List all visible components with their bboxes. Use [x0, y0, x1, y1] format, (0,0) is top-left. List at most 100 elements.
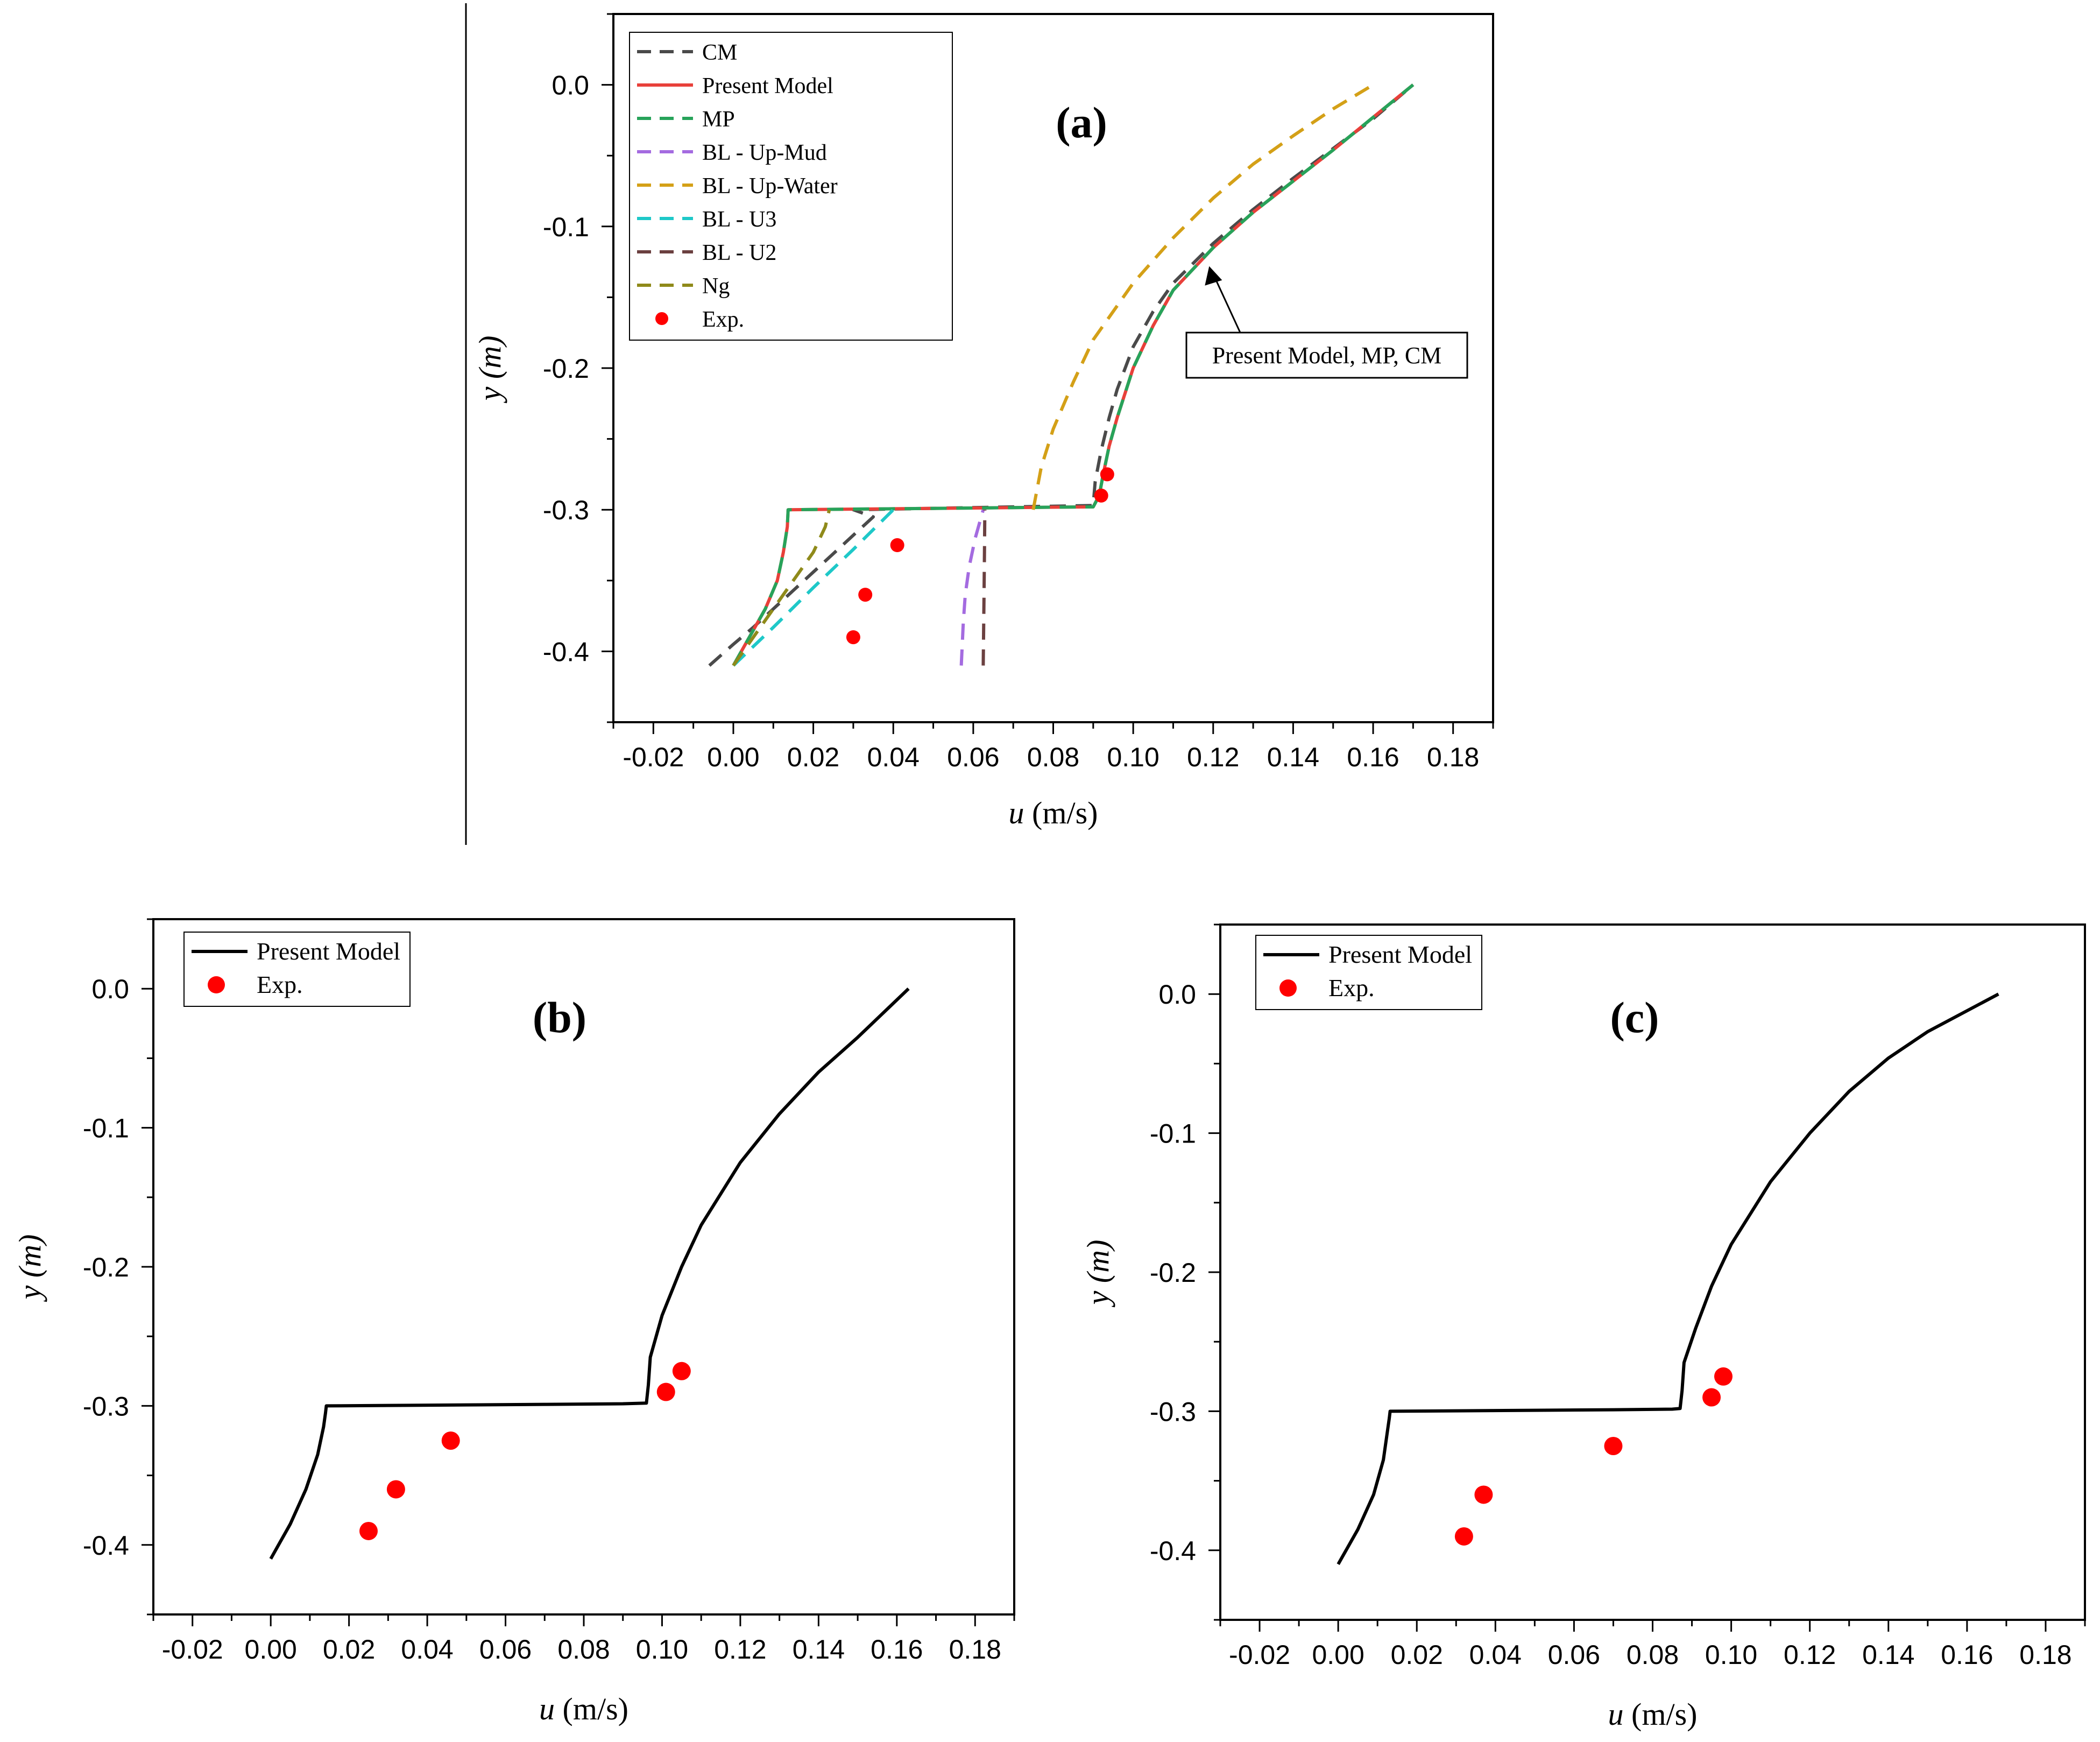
exp-data-point	[672, 1362, 691, 1380]
x-tick-label: 0.08	[1027, 742, 1079, 772]
x-tick-label: 0.08	[1627, 1640, 1679, 1670]
x-tick-label: 0.06	[947, 742, 999, 772]
exp-data-point	[1100, 467, 1114, 482]
series-line-bl-up-water	[1031, 83, 1374, 510]
x-axis-label-variable: u	[1608, 1697, 1624, 1732]
x-tick-label: 0.12	[1784, 1640, 1836, 1670]
y-tick-label: -0.4	[1150, 1536, 1196, 1566]
x-axis-label-unit: (m/s)	[555, 1691, 628, 1726]
x-tick-label: 0.06	[1548, 1640, 1600, 1670]
legend-label-exp: Exp.	[702, 307, 744, 332]
y-tick-label: -0.3	[83, 1391, 129, 1421]
x-tick-label: 0.16	[871, 1634, 923, 1665]
x-tick-label: 0.04	[401, 1634, 453, 1665]
x-tick-label: 0.02	[787, 742, 839, 772]
x-tick-label: 0.06	[479, 1634, 532, 1665]
plot-area	[708, 83, 1415, 667]
exp-data-point	[858, 588, 873, 602]
legend-label-exp: Exp.	[257, 971, 303, 998]
x-tick-label: 0.14	[1862, 1640, 1914, 1670]
x-tick-label: 0.16	[1347, 742, 1399, 772]
chart-panel-a: -0.02 0.00 0.02 0.04 0.06 0.08 0.10 0.12 0.14 0.1…	[472, 13, 1494, 830]
panel-title: (b)	[533, 993, 586, 1042]
annotation-arrow-line	[1213, 276, 1241, 333]
legend-marker	[208, 976, 225, 993]
exp-data-point	[846, 630, 860, 645]
x-tick-label: 0.18	[2019, 1640, 2071, 1670]
y-axis-label-variable: y	[1080, 1290, 1115, 1307]
legend-label-bl-u2: BL - U2	[702, 241, 776, 265]
y-tick-label: -0.1	[543, 212, 589, 242]
y-tick-label: -0.4	[543, 637, 589, 667]
x-axis-label: u (m/s)	[1608, 1697, 1698, 1732]
x-axis-label-variable: u	[1009, 795, 1024, 830]
x-axis-label: u (m/s)	[1009, 795, 1098, 830]
exp-data-point	[1714, 1367, 1733, 1386]
x-tick-label: 0.04	[1469, 1640, 1522, 1670]
x-tick-label: 0.12	[1187, 742, 1239, 772]
exp-data-point	[386, 1480, 405, 1499]
annotation-box	[1185, 332, 1468, 379]
annotation-arrow-head	[1205, 266, 1222, 286]
exp-data-point	[1474, 1485, 1493, 1504]
x-tick-label: -0.02	[623, 742, 684, 772]
series-line-ng	[732, 509, 831, 667]
exp-data-point	[1604, 1437, 1623, 1455]
x-tick-label: 0.18	[1427, 742, 1479, 772]
y-axis-label: y (m)	[12, 1235, 47, 1302]
y-axis-label-variable: y	[472, 386, 507, 403]
x-tick-label: 0.14	[1267, 742, 1319, 772]
legend-label-cm: CM	[702, 40, 737, 65]
legend-marker	[655, 312, 668, 325]
legend-label-present-model: Present Model	[702, 74, 833, 98]
x-tick-label: 0.08	[557, 1634, 610, 1665]
y-axis-label-unit: (m)	[12, 1235, 47, 1286]
x-axis-label: u (m/s)	[539, 1691, 628, 1726]
y-tick-label: -0.2	[1150, 1258, 1196, 1288]
x-axis-label-unit: (m/s)	[1024, 795, 1098, 830]
y-axis-label-variable: y	[12, 1285, 47, 1302]
legend-label-exp: Exp.	[1328, 974, 1375, 1002]
legend-label-bl-up-water: BL - Up-Water	[702, 174, 838, 199]
x-tick-label: -0.02	[1229, 1640, 1290, 1670]
plot-area	[1337, 992, 1999, 1565]
series-line-present-model	[1337, 992, 1999, 1565]
y-tick-label: 0.0	[551, 70, 589, 101]
chart-panel-b: -0.02 0.00 0.02 0.04 0.06 0.08 0.10 0.12 0.14 0.1…	[12, 918, 1015, 1726]
legend-label-mp: MP	[702, 107, 735, 132]
legend-box	[1255, 935, 1482, 1010]
y-axis-label-unit: (m)	[1080, 1240, 1115, 1291]
x-tick-label: 0.18	[949, 1634, 1001, 1665]
x-tick-label: 0.16	[1941, 1640, 1993, 1670]
legend-label-present-model: Present Model	[1328, 941, 1472, 968]
series-line-bl-up-mud	[959, 509, 985, 666]
x-tick-label: 0.00	[245, 1634, 297, 1665]
y-axis-label: y (m)	[1080, 1240, 1115, 1308]
y-tick-label: -0.1	[1150, 1119, 1196, 1149]
y-tick-label: 0.0	[1158, 979, 1196, 1010]
series-line-present-model	[269, 988, 910, 1560]
exp-data-point	[1094, 488, 1108, 503]
y-tick-label: -0.4	[83, 1531, 129, 1561]
x-tick-label: -0.02	[162, 1634, 223, 1665]
legend-label-present-model: Present Model	[257, 937, 400, 965]
legend-box	[183, 932, 411, 1007]
exp-data-point	[1702, 1388, 1721, 1407]
annotation-label: Present Model, MP, CM	[1212, 342, 1442, 369]
x-tick-label: 0.10	[636, 1634, 688, 1665]
legend-label-bl-up-mud: BL - Up-Mud	[702, 140, 827, 165]
plot-area	[269, 988, 910, 1560]
legend-marker	[1279, 979, 1297, 997]
x-tick-label: 0.04	[867, 742, 920, 772]
series-line-bl-u3	[732, 509, 895, 667]
x-tick-label: 0.14	[793, 1634, 845, 1665]
y-tick-label: -0.3	[543, 495, 589, 525]
exp-data-point	[890, 538, 904, 552]
y-tick-label: -0.2	[543, 354, 589, 384]
series-line-bl-u2	[981, 510, 987, 666]
exp-data-point	[1454, 1527, 1473, 1546]
series-line-cm	[708, 83, 1415, 667]
x-tick-label: 0.00	[707, 742, 759, 772]
y-axis-label: y (m)	[472, 336, 507, 404]
exp-data-point	[656, 1383, 675, 1401]
